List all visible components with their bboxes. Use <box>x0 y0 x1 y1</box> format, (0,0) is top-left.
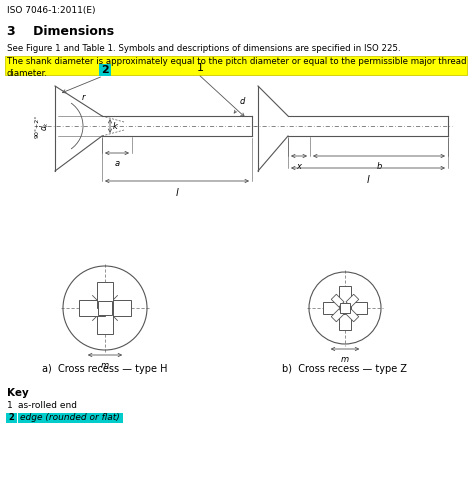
Text: b)  Cross recess — type Z: b) Cross recess — type Z <box>283 364 408 374</box>
Polygon shape <box>98 301 112 315</box>
Text: b: b <box>376 162 382 171</box>
Text: 3    Dimensions: 3 Dimensions <box>7 25 114 38</box>
Text: 90°+2°: 90°+2° <box>35 114 39 137</box>
Polygon shape <box>346 309 359 322</box>
Polygon shape <box>338 286 352 308</box>
Text: a)  Cross recess — type H: a) Cross recess — type H <box>42 364 168 374</box>
Text: a: a <box>114 159 119 168</box>
Polygon shape <box>339 302 350 313</box>
Text: Key: Key <box>7 388 29 398</box>
FancyBboxPatch shape <box>99 64 111 76</box>
Text: ISO 7046-1:2011(E): ISO 7046-1:2011(E) <box>7 6 95 15</box>
Polygon shape <box>331 294 344 307</box>
Text: edge (rounded or flat): edge (rounded or flat) <box>20 413 120 422</box>
FancyBboxPatch shape <box>5 56 467 75</box>
Text: 2: 2 <box>101 65 109 75</box>
Polygon shape <box>97 282 113 308</box>
Polygon shape <box>345 301 367 314</box>
Polygon shape <box>323 301 345 314</box>
Text: $d_k$: $d_k$ <box>39 121 51 131</box>
Text: l: l <box>176 188 178 198</box>
Text: l: l <box>366 175 369 185</box>
Text: 1: 1 <box>197 63 203 73</box>
Polygon shape <box>79 300 105 316</box>
Text: d: d <box>234 97 246 113</box>
Text: m: m <box>101 361 109 370</box>
Polygon shape <box>105 300 131 316</box>
FancyBboxPatch shape <box>18 413 123 423</box>
Text: r: r <box>81 93 85 102</box>
Text: See Figure 1 and Table 1. Symbols and descriptions of dimensions are specified i: See Figure 1 and Table 1. Symbols and de… <box>7 44 401 53</box>
Polygon shape <box>97 308 113 334</box>
Text: x: x <box>297 162 301 171</box>
Text: 2: 2 <box>9 413 14 422</box>
FancyBboxPatch shape <box>6 413 17 423</box>
Polygon shape <box>346 294 359 307</box>
Text: m: m <box>341 355 349 364</box>
Text: The shank diameter is approximately equal to the pitch diameter or equal to the : The shank diameter is approximately equa… <box>7 57 466 78</box>
Text: k: k <box>113 121 118 131</box>
Polygon shape <box>338 308 352 330</box>
Text: 1: 1 <box>7 401 13 410</box>
Polygon shape <box>331 309 344 322</box>
Text: as-rolled end: as-rolled end <box>18 401 77 410</box>
